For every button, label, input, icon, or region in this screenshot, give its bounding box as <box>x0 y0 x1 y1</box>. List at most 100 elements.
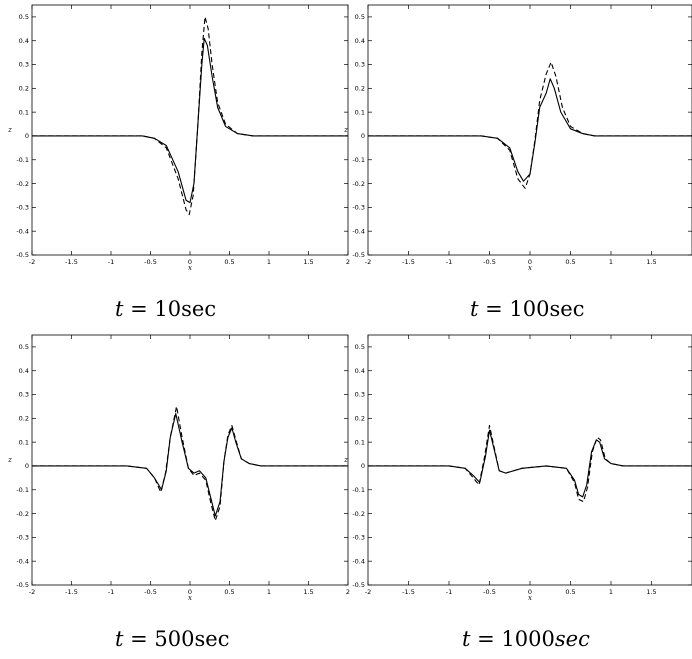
plot-frame <box>367 334 692 586</box>
y-tick-label: -0.3 <box>352 204 365 212</box>
caption-equals: = <box>123 627 155 651</box>
y-tick-label: 0.2 <box>355 415 365 423</box>
series-solid <box>32 37 348 204</box>
x-tick-label: -1.5 <box>65 258 78 266</box>
x-tick-label: -0.5 <box>144 258 157 266</box>
y-tick-label: -0.1 <box>16 156 29 164</box>
y-tick-label: 0.1 <box>355 438 365 446</box>
x-tick-label: 0.5 <box>565 258 575 266</box>
caption-variable: t <box>462 627 471 651</box>
x-tick-label: 0.5 <box>565 588 575 596</box>
panel-2: -2 -1.5 -1 -0.5 0 0.5 1 1.5 -0.5 -0.4 -0.3 -0.2 -0.1… <box>343 4 692 272</box>
caption-panel-1: t = 10sec <box>115 297 216 321</box>
y-tick-label: -0.5 <box>352 251 365 259</box>
x-tick-label: 0.5 <box>224 588 234 596</box>
y-tick-label: -0.1 <box>352 486 365 494</box>
x-tick-label: 0 <box>188 258 192 266</box>
caption-unit: sec <box>549 297 585 321</box>
y-axis-label: z <box>343 456 348 464</box>
x-tick-label: -1.5 <box>402 588 415 596</box>
y-tick-label: -0.4 <box>16 227 29 235</box>
y-tick-label: 0.5 <box>355 343 365 351</box>
y-tick-label: 0.3 <box>19 391 29 399</box>
caption-unit: sec <box>554 627 590 651</box>
y-tick-label: 0.4 <box>355 37 365 45</box>
y-tick-label: -0.1 <box>16 486 29 494</box>
y-tick-label: 0.1 <box>19 108 29 116</box>
caption-variable: t <box>115 297 124 321</box>
y-tick-label: -0.5 <box>16 251 29 259</box>
y-tick-label: -0.5 <box>352 581 365 589</box>
x-axis-label: x <box>528 594 532 602</box>
caption-equals: = <box>478 297 510 321</box>
x-tick-label: 0 <box>528 588 532 596</box>
y-tick-label: -0.3 <box>16 204 29 212</box>
y-tick-label: 0.4 <box>19 367 29 375</box>
y-tick-label: 0 <box>361 462 365 470</box>
y-tick-label: 0.2 <box>19 415 29 423</box>
x-tick-label: -2 <box>365 588 371 596</box>
x-tick-label: -0.5 <box>144 588 157 596</box>
x-tick-label: 1 <box>609 258 613 266</box>
x-tick-label: 1.5 <box>303 258 313 266</box>
caption-panel-4: t = 1000sec <box>462 627 590 651</box>
y-tick-label: -0.2 <box>16 510 29 518</box>
y-tick-label: -0.2 <box>352 510 365 518</box>
plot-frame <box>31 334 349 586</box>
x-axis-label: x <box>188 594 192 602</box>
y-tick-label: 0.2 <box>19 85 29 93</box>
y-tick-label: 0.3 <box>355 391 365 399</box>
x-tick-label: 1.5 <box>646 588 656 596</box>
y-tick-label: -0.4 <box>16 557 29 565</box>
caption-variable: t <box>470 297 479 321</box>
series-solid <box>368 78 692 182</box>
series-solid <box>368 429 692 498</box>
x-tick-label: -2 <box>365 258 371 266</box>
x-tick-label: 1.5 <box>303 588 313 596</box>
x-tick-label: 2 <box>346 258 350 266</box>
caption-panel-2: t = 100sec <box>470 297 584 321</box>
x-tick-label: -1.5 <box>65 588 78 596</box>
x-tick-label: -2 <box>29 258 35 266</box>
x-tick-label: 0 <box>528 258 532 266</box>
series-dashed <box>368 61 692 189</box>
y-tick-label: -0.1 <box>352 156 365 164</box>
caption-unit: sec <box>181 297 217 321</box>
x-tick-label: -1.5 <box>402 258 415 266</box>
caption-value: 10 <box>154 297 182 321</box>
series-solid <box>32 413 348 517</box>
x-tick-label: -0.5 <box>483 258 496 266</box>
y-tick-label: 0.5 <box>355 13 365 21</box>
caption-equals: = <box>470 627 502 651</box>
x-tick-label: -1 <box>446 258 452 266</box>
x-tick-label: -0.5 <box>483 588 496 596</box>
series-dashed <box>368 424 692 503</box>
panel-3: -2 -1.5 -1 -0.5 0 0.5 1 1.5 2 -0.5 -0.4 -0.3 -0.2 -0.… <box>7 334 350 602</box>
caption-value: 1000 <box>501 627 555 651</box>
caption-value: 100 <box>509 297 550 321</box>
y-tick-label: 0.5 <box>19 13 29 21</box>
caption-equals: = <box>123 297 155 321</box>
y-tick-label: 0.4 <box>19 37 29 45</box>
x-tick-label: 1.5 <box>646 258 656 266</box>
panel-1: -2 -1.5 -1 -0.5 0 0.5 1 1.5 2 -0.5 -0.4 -0.3 -0.2 -0.… <box>7 4 350 272</box>
y-tick-label: -0.3 <box>352 534 365 542</box>
x-axis-label: x <box>188 264 192 272</box>
plot-frame <box>367 4 692 256</box>
x-tick-label: -1 <box>446 588 452 596</box>
y-axis-label: z <box>7 456 12 464</box>
x-tick-label: 1 <box>609 588 613 596</box>
x-tick-label: 1 <box>267 588 271 596</box>
y-tick-label: 0 <box>25 132 29 140</box>
y-tick-label: 0 <box>25 462 29 470</box>
series-dashed <box>32 16 348 216</box>
y-tick-label: -0.2 <box>16 180 29 188</box>
x-tick-label: -1 <box>108 588 114 596</box>
y-tick-label: 0.2 <box>355 85 365 93</box>
y-tick-label: -0.2 <box>352 180 365 188</box>
x-axis-label: x <box>528 264 532 272</box>
caption-unit: sec <box>194 627 230 651</box>
x-tick-label: -1 <box>108 258 114 266</box>
panel-4: -2 -1.5 -1 -0.5 0 0.5 1 1.5 -0.5 -0.4 -0.3 -0.2 -0.1… <box>343 334 692 602</box>
y-tick-label: 0 <box>361 132 365 140</box>
